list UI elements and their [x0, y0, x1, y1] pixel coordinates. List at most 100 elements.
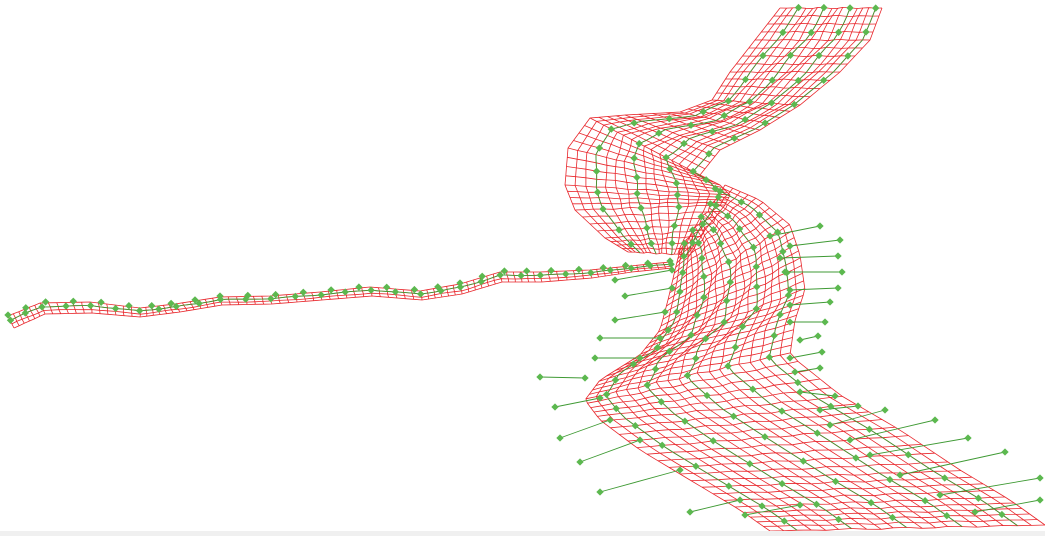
control-point[interactable] [749, 243, 758, 251]
control-point[interactable] [741, 75, 750, 84]
control-point[interactable] [712, 201, 720, 210]
control-point[interactable] [627, 264, 635, 272]
control-point[interactable] [834, 252, 842, 260]
control-point[interactable] [778, 480, 786, 488]
control-point[interactable] [872, 4, 880, 12]
control-point[interactable] [410, 285, 419, 294]
control-point[interactable] [834, 284, 842, 292]
control-point[interactable] [341, 288, 349, 296]
control-point[interactable] [699, 108, 707, 116]
control-point[interactable] [738, 322, 747, 331]
control-point[interactable] [867, 499, 875, 507]
control-point[interactable] [791, 368, 799, 376]
control-point[interactable] [886, 475, 894, 484]
control-point[interactable] [317, 291, 325, 299]
control-point[interactable] [551, 403, 559, 411]
control-point[interactable] [936, 491, 944, 499]
control-point[interactable] [697, 213, 705, 221]
control-point[interactable] [664, 326, 672, 334]
control-point[interactable] [731, 343, 740, 351]
control-point[interactable] [698, 254, 706, 262]
control-point[interactable] [681, 417, 689, 425]
control-point[interactable] [148, 302, 156, 310]
control-point[interactable] [692, 462, 700, 470]
control-point[interactable] [111, 304, 120, 313]
control-point[interactable] [779, 247, 787, 256]
control-point[interactable] [675, 203, 683, 211]
control-point[interactable] [633, 189, 641, 198]
control-point[interactable] [780, 517, 788, 525]
control-point[interactable] [606, 416, 614, 424]
control-point[interactable] [896, 471, 904, 479]
control-point[interactable] [477, 277, 485, 286]
control-point[interactable] [812, 500, 821, 508]
control-point[interactable] [670, 222, 679, 230]
control-point[interactable] [794, 378, 802, 387]
control-point[interactable] [621, 261, 630, 270]
control-point[interactable] [635, 139, 643, 148]
control-point[interactable] [796, 501, 804, 509]
control-point[interactable] [941, 474, 949, 482]
control-point[interactable] [720, 318, 728, 326]
control-point[interactable] [816, 364, 824, 372]
control-point[interactable] [434, 283, 442, 291]
control-point[interactable] [655, 129, 663, 137]
control-point[interactable] [680, 139, 688, 148]
control-point[interactable] [644, 259, 652, 267]
control-point[interactable] [135, 307, 144, 315]
control-point[interactable] [665, 347, 674, 356]
control-point[interactable] [547, 266, 555, 275]
control-point[interactable] [666, 257, 674, 265]
control-point[interactable] [631, 422, 639, 430]
control-point[interactable] [784, 291, 793, 299]
control-point[interactable] [517, 271, 525, 280]
control-point[interactable] [327, 286, 335, 294]
control-point[interactable] [807, 28, 815, 37]
control-point[interactable] [267, 295, 275, 303]
control-point[interactable] [724, 97, 733, 105]
control-point[interactable] [367, 286, 375, 294]
control-point[interactable] [271, 290, 280, 299]
control-point[interactable] [716, 187, 724, 195]
control-point[interactable] [729, 412, 738, 420]
control-point[interactable] [536, 373, 544, 381]
control-point[interactable] [753, 283, 761, 291]
control-point[interactable] [709, 437, 717, 445]
control-point[interactable] [172, 302, 180, 311]
control-point[interactable] [21, 309, 29, 317]
control-point[interactable] [661, 308, 669, 316]
control-point[interactable] [607, 125, 615, 133]
control-point[interactable] [826, 421, 834, 429]
control-point[interactable] [749, 385, 757, 393]
control-point[interactable] [668, 239, 676, 247]
control-point[interactable] [796, 388, 804, 396]
control-point[interactable] [599, 264, 607, 272]
control-point[interactable] [417, 290, 425, 298]
control-point[interactable] [355, 283, 363, 291]
control-point[interactable] [596, 394, 604, 402]
control-point[interactable] [702, 176, 710, 184]
control-point[interactable] [846, 4, 854, 12]
control-point[interactable] [865, 425, 874, 433]
control-point[interactable] [1036, 474, 1044, 482]
control-point[interactable] [636, 436, 644, 444]
control-point[interactable] [653, 343, 662, 352]
control-point[interactable] [662, 153, 670, 162]
control-point[interactable] [974, 494, 983, 502]
control-point[interactable] [735, 225, 744, 233]
control-point[interactable] [730, 134, 739, 142]
control-point[interactable] [705, 150, 713, 158]
control-point[interactable] [692, 354, 700, 363]
control-point[interactable] [737, 198, 746, 206]
control-point[interactable] [595, 144, 604, 152]
control-point[interactable] [536, 271, 545, 279]
control-point[interactable] [291, 292, 299, 301]
control-point[interactable] [299, 288, 307, 296]
control-point[interactable] [741, 511, 749, 519]
control-point[interactable] [862, 28, 870, 36]
control-point[interactable] [125, 302, 133, 310]
control-point[interactable] [657, 398, 665, 406]
control-point[interactable] [216, 292, 224, 300]
control-point[interactable] [606, 266, 614, 274]
